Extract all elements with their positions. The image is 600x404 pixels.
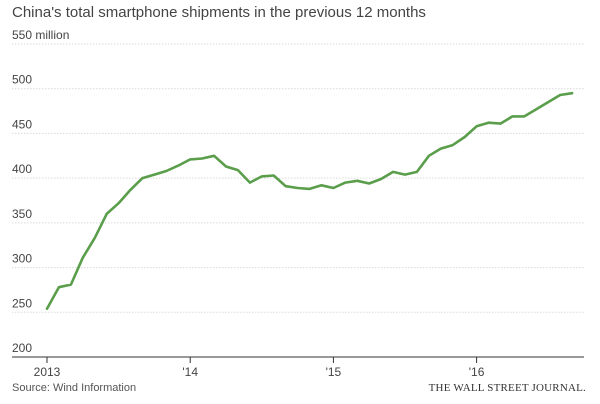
series-line xyxy=(45,91,574,311)
y-tick-label: 400 xyxy=(12,162,32,176)
y-tick-label: 200 xyxy=(12,341,32,355)
y-tick-label: 450 xyxy=(12,117,32,131)
chart-title: China's total smartphone shipments in th… xyxy=(12,4,426,21)
y-tick-label: 300 xyxy=(12,252,32,266)
x-tick-label: 2013 xyxy=(34,365,61,379)
x-tick-label: '14 xyxy=(182,365,198,379)
y-tick-label: 500 xyxy=(12,73,32,87)
x-tick-label: '15 xyxy=(326,365,342,379)
source-note: Source: Wind Information xyxy=(12,382,137,394)
publisher-credit: THE WALL STREET JOURNAL. xyxy=(428,382,586,394)
y-tick-label: 550 million xyxy=(12,28,69,42)
y-tick-label: 250 xyxy=(12,296,32,310)
x-tick-label: '16 xyxy=(469,365,485,379)
y-tick-label: 350 xyxy=(12,207,32,221)
